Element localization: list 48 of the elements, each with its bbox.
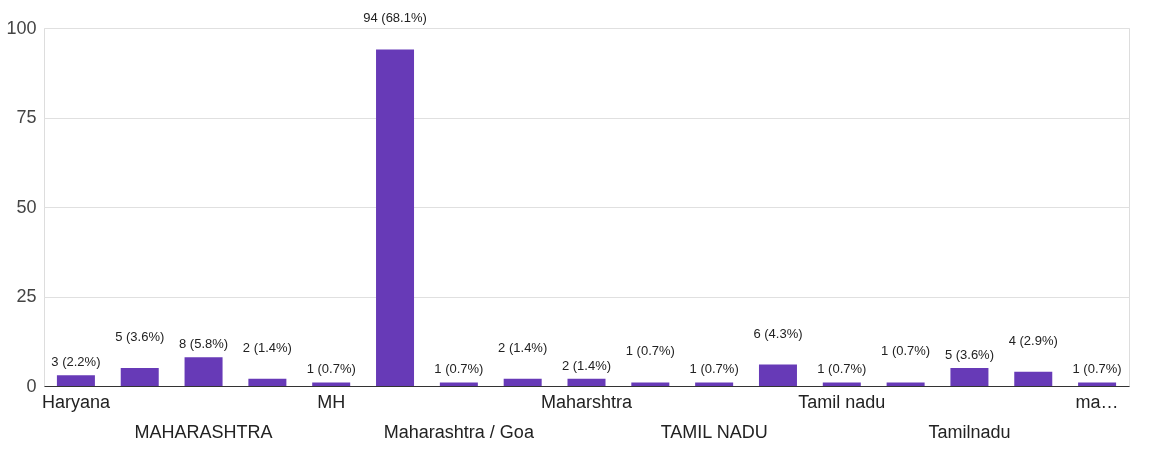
x-tick-label: ma… <box>1075 392 1119 412</box>
data-label: 1 (0.7%) <box>881 343 931 359</box>
data-label: 4 (2.9%) <box>1008 332 1058 348</box>
bar <box>758 364 797 386</box>
bar <box>56 375 95 386</box>
bar <box>312 382 351 386</box>
data-label: 3 (2.2%) <box>51 354 101 370</box>
x-tick-label: MAHARASHTRA <box>134 422 273 442</box>
data-label: 1 (0.7%) <box>1072 361 1122 377</box>
bar <box>439 382 478 386</box>
bar <box>248 378 287 386</box>
data-label: 1 (0.7%) <box>689 361 739 377</box>
bar <box>822 382 861 386</box>
bar <box>1078 382 1117 386</box>
data-label: 2 (1.4%) <box>561 357 612 373</box>
data-label: 1 (0.7%) <box>306 361 356 377</box>
data-label: 1 (0.7%) <box>817 361 867 377</box>
bar <box>567 378 606 386</box>
x-tick-label: Haryana <box>41 392 111 412</box>
x-tick-label: TAMIL NADU <box>660 422 768 442</box>
data-label: 2 (1.4%) <box>498 339 548 355</box>
x-tick-label: Tamilnadu <box>928 422 1011 442</box>
bar <box>376 49 415 386</box>
bar <box>1014 371 1053 386</box>
y-tick-label: 50 <box>16 196 37 217</box>
x-tick-label: Maharshtra <box>540 392 633 412</box>
bar <box>631 382 670 386</box>
data-label: 6 (4.3%) <box>753 325 803 341</box>
y-tick-label: 75 <box>16 107 37 127</box>
data-label: 5 (3.6%) <box>115 329 165 345</box>
bar <box>503 378 542 386</box>
bar <box>695 382 734 386</box>
y-tick-label: 100 <box>6 17 37 38</box>
x-tick-label: Maharashtra / Goa <box>383 422 535 442</box>
data-label: 94 (68.1%) <box>363 10 427 26</box>
bar <box>950 368 989 386</box>
x-tick-label: MH <box>317 392 346 412</box>
data-label: 1 (0.7%) <box>434 361 484 377</box>
y-tick-label: 25 <box>16 286 37 306</box>
bar <box>184 357 223 386</box>
bar <box>120 368 159 386</box>
data-label: 2 (1.4%) <box>242 339 292 355</box>
data-label: 1 (0.7%) <box>625 343 675 359</box>
bar <box>886 382 925 386</box>
data-label: 8 (5.8%) <box>178 336 229 352</box>
data-label: 5 (3.6%) <box>944 347 995 363</box>
x-tick-label: Tamil nadu <box>798 392 886 412</box>
y-tick-label: 0 <box>26 375 37 396</box>
